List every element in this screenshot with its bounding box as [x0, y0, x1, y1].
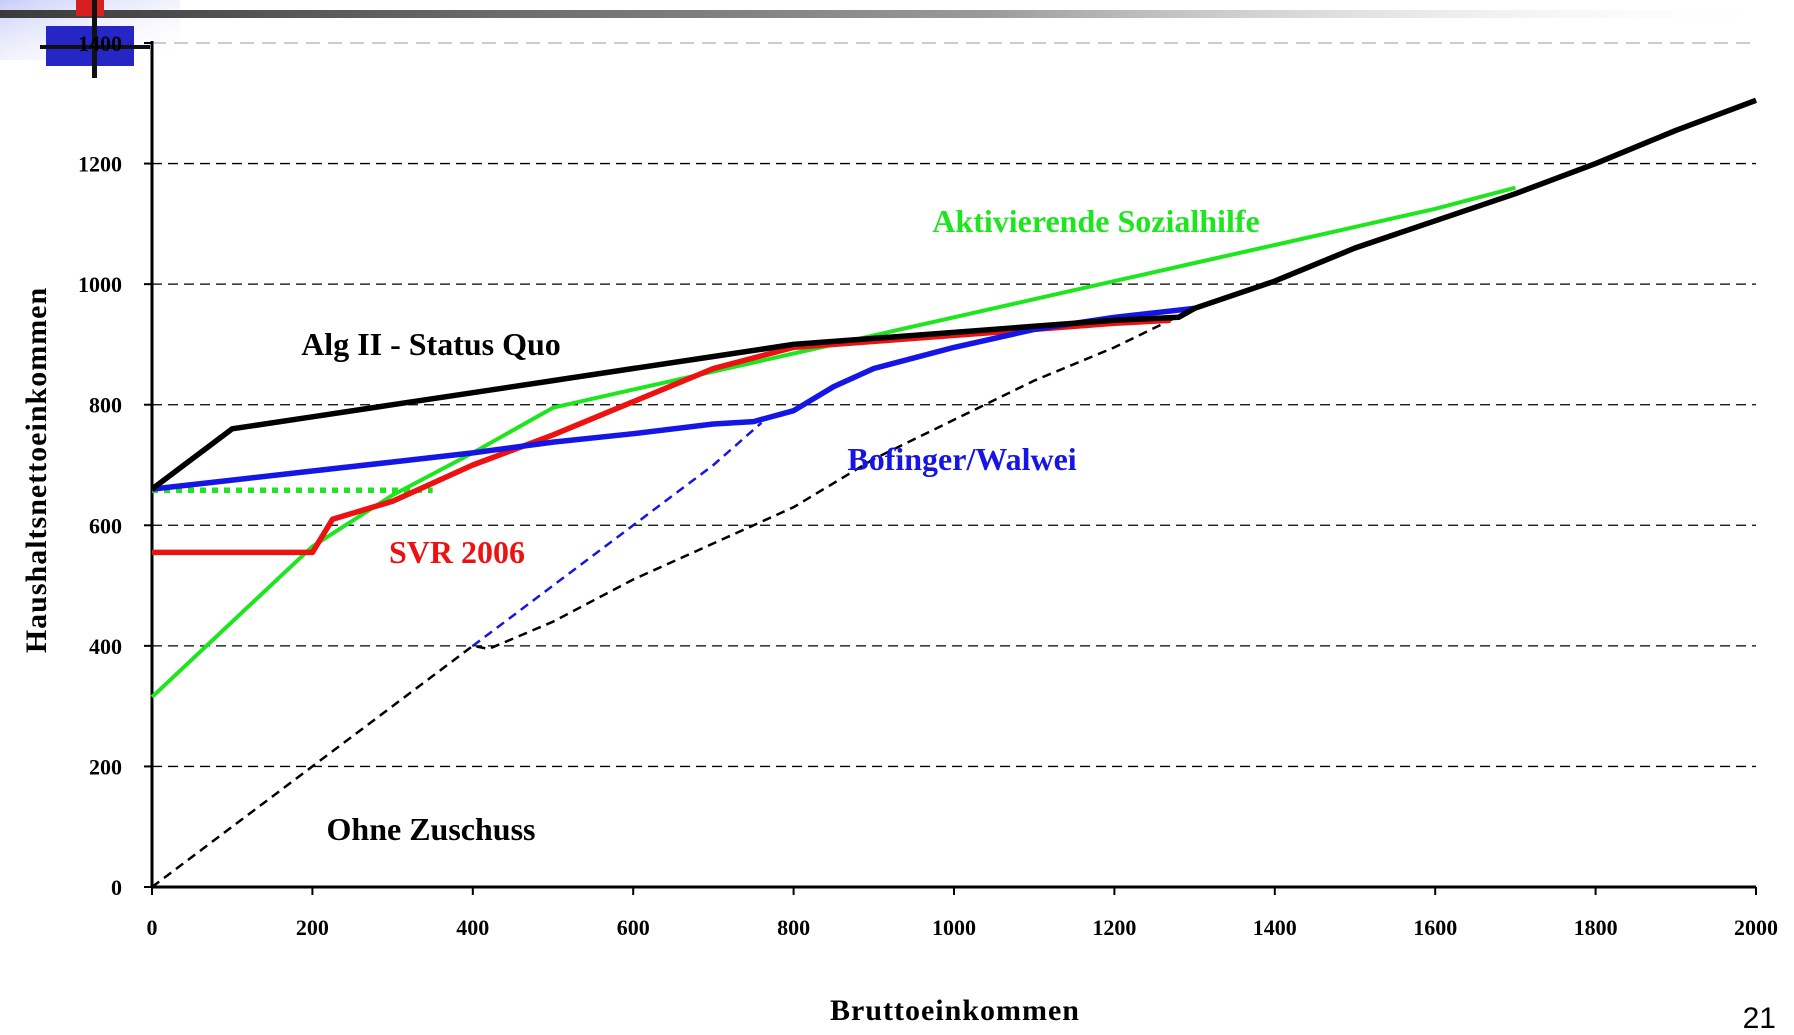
x-tick-label-1000: 1000 — [932, 915, 976, 940]
slide-decoration — [0, 0, 1794, 78]
page-number: 21 — [1743, 1002, 1776, 1030]
y-tick-labels: 0 200 400 600 800 1000 1200 1400 — [78, 31, 152, 900]
x-tick-label-800: 800 — [777, 915, 810, 940]
x-tick-label-400: 400 — [456, 915, 489, 940]
series-line-alg-ii-status-quo — [150, 97, 1757, 492]
x-axis-title: Bruttoeinkommen — [830, 994, 1080, 1027]
corner-cross-horizontal — [40, 45, 150, 49]
x-tick-label-2000: 2000 — [1734, 915, 1778, 940]
y-axis-title: Haushaltsnettoeinkommen — [20, 287, 53, 653]
corner-red-square — [76, 0, 104, 16]
y-tick-label-600: 600 — [89, 513, 122, 538]
y-tick-label-800: 800 — [89, 393, 122, 418]
y-tick-label-1000: 1000 — [78, 272, 122, 297]
corner-cross-vertical — [92, 0, 97, 78]
x-tick-label-0: 0 — [147, 915, 158, 940]
label-alg-ii-status-quo: Alg II - Status Quo — [301, 326, 561, 362]
grid-lines — [152, 42, 1756, 768]
x-tick-label-1800: 1800 — [1574, 915, 1618, 940]
series-line-bofinger-walwei — [151, 305, 1195, 492]
x-tick-labels: 0 200 400 600 800 1000 1200 1400 1600 1800 2000 — [147, 887, 1778, 940]
x-tick-label-200: 200 — [296, 915, 329, 940]
label-svr-2006: SVR 2006 — [389, 534, 525, 570]
y-tick-label-400: 400 — [89, 634, 122, 659]
series-line-bofinger-walwei-gestrichelt — [472, 421, 763, 647]
y-tick-label-0: 0 — [111, 875, 122, 900]
x-tick-label-1600: 1600 — [1413, 915, 1457, 940]
label-bofinger-walwei: Bofinger/Walwei — [847, 441, 1076, 477]
x-tick-label-1200: 1200 — [1092, 915, 1136, 940]
label-ohne-zuschuss: Ohne Zuschuss — [327, 811, 536, 847]
x-tick-label-600: 600 — [617, 915, 650, 940]
top-bar — [0, 10, 1794, 18]
label-aktivierende-sozialhilfe: Aktivierende Sozialhilfe — [932, 203, 1259, 239]
series-lines — [150, 97, 1757, 888]
y-tick-label-200: 200 — [89, 754, 122, 779]
y-tick-label-1200: 1200 — [78, 152, 122, 177]
y-tick-label-1400: 1400 — [78, 31, 122, 56]
x-tick-label-1400: 1400 — [1253, 915, 1297, 940]
